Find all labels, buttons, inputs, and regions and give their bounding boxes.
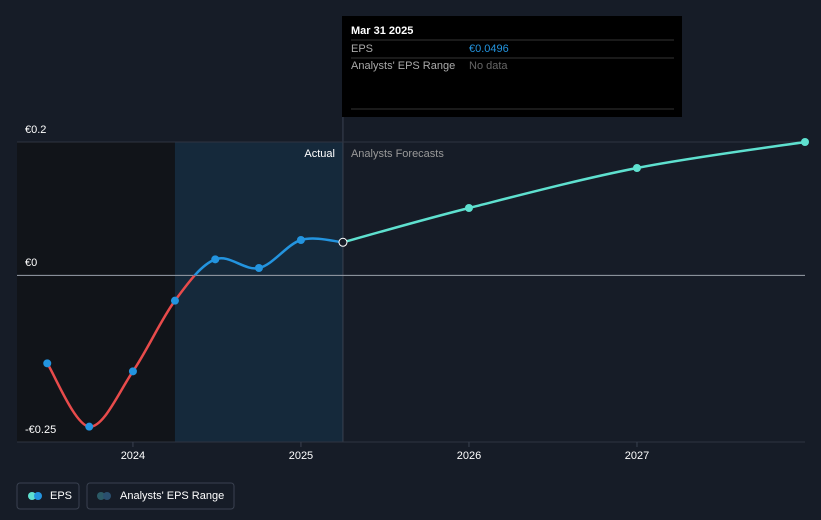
- tooltip-label: EPS: [351, 43, 373, 55]
- series-line: [342, 140, 806, 244]
- point: [801, 138, 809, 146]
- y-tick-label: €0.2: [25, 124, 46, 136]
- x-tick-label: 2024: [121, 450, 145, 462]
- tooltip-date: Mar 31 2025: [351, 25, 413, 37]
- point: [464, 204, 473, 212]
- tooltip: Mar 31 2025 EPS €0.0496 Analysts' EPS Ra…: [342, 16, 682, 117]
- point: [170, 296, 179, 305]
- tooltip-label: Analysts' EPS Range: [351, 60, 455, 72]
- tooltip-value: No data: [469, 60, 508, 72]
- point: [338, 237, 348, 247]
- point: [43, 359, 52, 368]
- legend-item[interactable]: [86, 482, 235, 510]
- region-label: Analysts Forecasts: [351, 148, 444, 160]
- legend-label: Analysts' EPS Range: [120, 490, 224, 502]
- y-tick-label: €0: [25, 257, 37, 269]
- point: [85, 422, 94, 431]
- legend-icon: [97, 492, 105, 500]
- point: [632, 164, 641, 172]
- point: [128, 367, 137, 376]
- actual-region: [174, 142, 343, 442]
- past-region: [17, 142, 175, 442]
- legend-icon: [28, 492, 36, 500]
- tooltip-value: €0.0496: [469, 43, 509, 55]
- legend-label: EPS: [50, 490, 72, 502]
- point: [296, 236, 305, 244]
- x-tick-label: 2027: [625, 450, 649, 462]
- legend-item[interactable]: [16, 482, 80, 510]
- legend-icon: [103, 492, 111, 500]
- point: [254, 264, 263, 272]
- region-label: Actual: [304, 148, 335, 160]
- legend-icon: [34, 492, 42, 500]
- point: [211, 255, 220, 264]
- x-tick-label: 2025: [289, 450, 313, 462]
- x-tick-label: 2026: [457, 450, 481, 462]
- tooltip-box: [342, 16, 682, 117]
- y-tick-label: -€0.25: [25, 424, 56, 436]
- legend: EPS Analysts' EPS Range: [16, 482, 235, 510]
